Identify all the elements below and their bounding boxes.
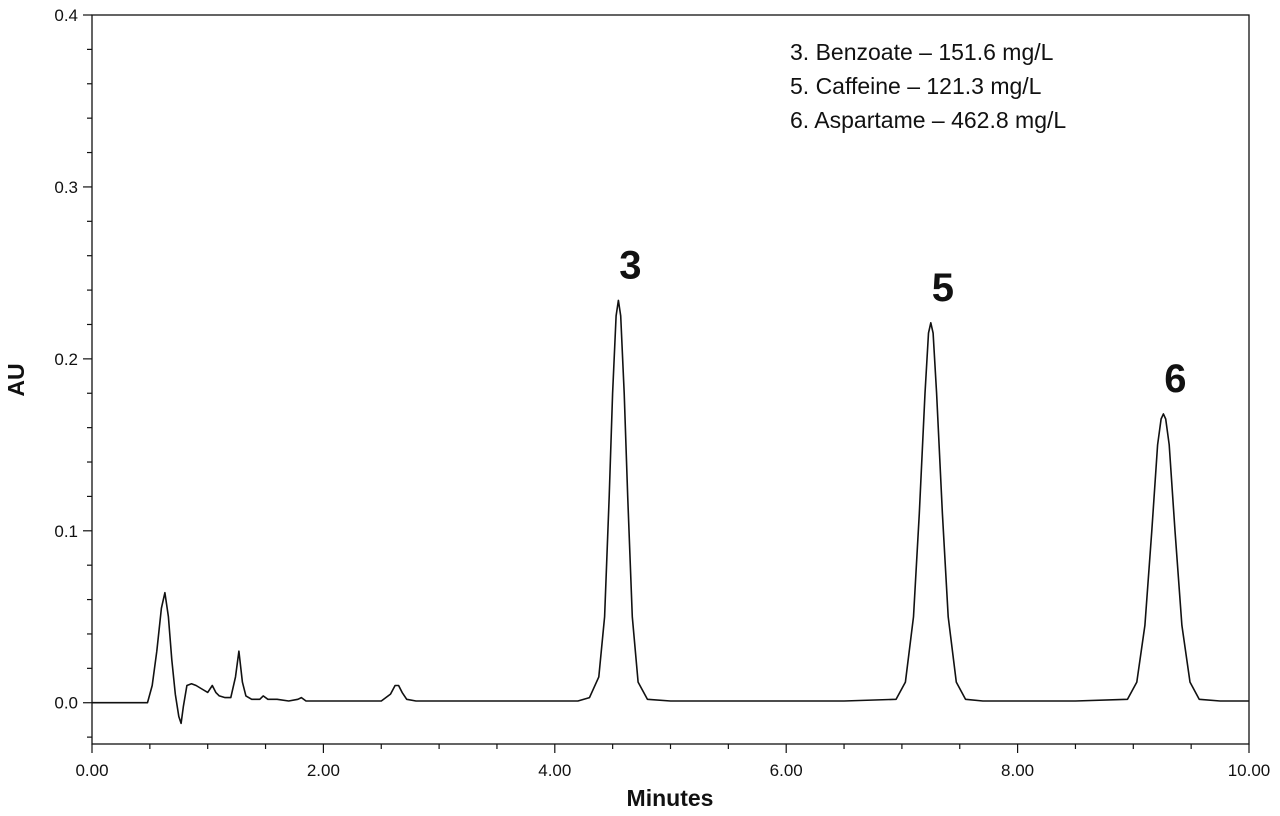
x-tick-label: 8.00 <box>1001 761 1034 780</box>
y-tick-label: 0.1 <box>54 522 78 541</box>
legend-entry-benzoate: 3. Benzoate – 151.6 mg/L <box>790 39 1054 65</box>
legend-entry-aspartame: 6. Aspartame – 462.8 mg/L <box>790 107 1066 133</box>
legend-entry-caffeine: 5. Caffeine – 121.3 mg/L <box>790 73 1042 99</box>
x-tick-label: 2.00 <box>307 761 340 780</box>
peak-label-5: 5 <box>932 266 954 310</box>
y-tick-label: 0.4 <box>54 6 78 25</box>
y-tick-label: 0.0 <box>54 694 78 713</box>
x-axis-title: Minutes <box>627 785 714 811</box>
y-tick-label: 0.3 <box>54 178 78 197</box>
peak-labels: 3 5 6 <box>619 243 1186 400</box>
y-tick-label: 0.2 <box>54 350 78 369</box>
x-tick-label: 10.00 <box>1228 761 1271 780</box>
x-tick-label: 4.00 <box>538 761 571 780</box>
x-tick-label: 6.00 <box>770 761 803 780</box>
y-axis-title: AU <box>3 363 29 396</box>
peak-label-3: 3 <box>619 243 641 287</box>
axis-ticks <box>83 14 1250 753</box>
peak-label-6: 6 <box>1164 357 1186 401</box>
plot-frame <box>91 14 1250 745</box>
axis-tick-labels: 0.00 2.00 4.00 6.00 8.00 10.00 0.0 0.1 0.2 0.3 0.4 <box>54 6 1270 780</box>
chromatogram-trace <box>92 299 1249 725</box>
x-tick-label: 0.00 <box>75 761 108 780</box>
legend: 3. Benzoate – 151.6 mg/L 5. Caffeine – 1… <box>790 39 1066 133</box>
